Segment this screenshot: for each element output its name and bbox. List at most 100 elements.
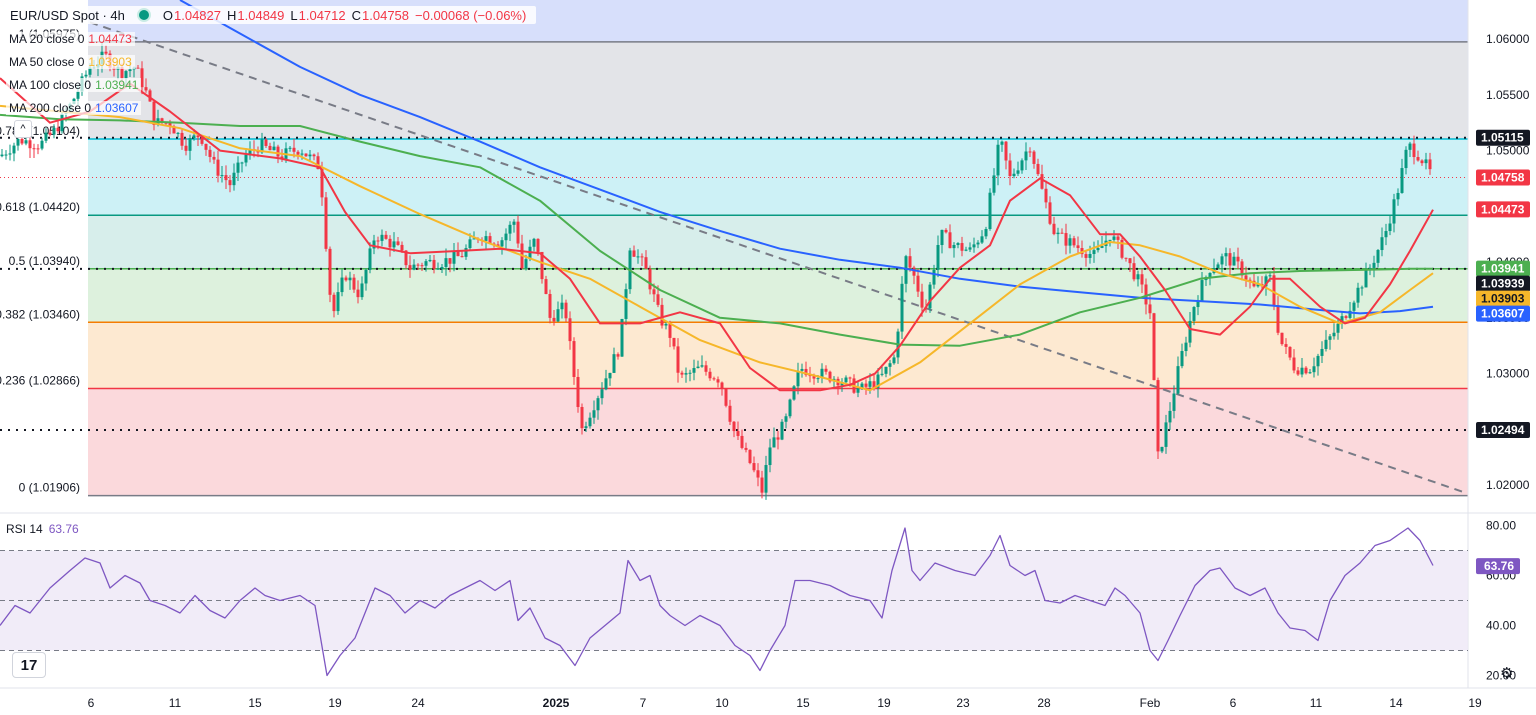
candle-body xyxy=(52,127,56,135)
price-label: 1.04758 xyxy=(1481,171,1525,185)
candle-body xyxy=(300,153,304,155)
rsi-legend[interactable]: RSI 14 63.76 xyxy=(6,522,79,536)
candle-body xyxy=(512,221,516,225)
candle-body xyxy=(268,145,272,151)
candle-body xyxy=(1356,287,1360,303)
ma100-value: 1.03941 xyxy=(95,78,139,92)
candle-body xyxy=(8,153,12,155)
price-tick-label: 1.02000 xyxy=(1486,478,1530,492)
open-label: O xyxy=(162,7,173,23)
time-tick-label: 19 xyxy=(1468,696,1482,710)
candle-body xyxy=(656,294,660,305)
candle-body xyxy=(404,250,408,266)
candle-body xyxy=(216,159,220,176)
price-label-bg xyxy=(1476,169,1530,186)
candle-body xyxy=(180,132,184,146)
candle-body xyxy=(1180,351,1184,367)
candle-body xyxy=(84,74,88,77)
candle-body xyxy=(416,264,420,266)
fib-label-0.382: 0.382 (1.03460) xyxy=(0,307,80,321)
candle-body xyxy=(948,232,952,249)
candle-body xyxy=(680,372,684,375)
time-tick-label: Feb xyxy=(1140,696,1161,710)
candle-body xyxy=(704,365,708,372)
candle-body xyxy=(260,139,264,153)
candle-body xyxy=(176,132,180,134)
candle-body xyxy=(768,447,772,466)
candle-body xyxy=(560,302,564,310)
candle-body xyxy=(1088,254,1092,258)
candle-body xyxy=(1108,239,1112,241)
candle-body xyxy=(556,309,560,322)
candle-body xyxy=(1036,163,1040,175)
candle-body xyxy=(688,372,692,374)
candle-body xyxy=(1224,253,1228,257)
ma50-legend[interactable]: MA 50 close 0 1.03903 xyxy=(6,55,135,69)
candle-body xyxy=(720,382,724,389)
candle-body xyxy=(824,368,828,372)
candle-body xyxy=(672,337,676,347)
candle-body xyxy=(884,366,888,374)
candle-body xyxy=(48,132,52,135)
candle-body xyxy=(224,175,228,181)
collapse-legend-icon[interactable]: ^ xyxy=(14,120,32,138)
candle-body xyxy=(204,143,208,150)
candle-body xyxy=(164,122,168,124)
candle-body xyxy=(312,154,316,157)
candle-body xyxy=(828,371,832,382)
candle-body xyxy=(816,378,820,380)
candle-body xyxy=(1368,267,1372,270)
candle-body xyxy=(692,368,696,373)
candle-body xyxy=(1024,151,1028,161)
candle-body xyxy=(236,162,240,173)
candle-body xyxy=(104,51,108,54)
candle-body xyxy=(364,269,368,284)
candle-body xyxy=(348,277,352,281)
candle-body xyxy=(1248,279,1252,281)
candle-body xyxy=(1268,275,1272,277)
candle-body xyxy=(1152,313,1156,381)
candle-body xyxy=(620,318,624,357)
candle-body xyxy=(668,323,672,338)
candle-body xyxy=(160,118,164,123)
candle-body xyxy=(1236,256,1240,262)
candle-body xyxy=(1000,141,1004,145)
candle-body xyxy=(876,374,880,388)
candle-body xyxy=(868,381,872,387)
gear-icon[interactable]: ⚙ xyxy=(1500,665,1514,682)
candle-body xyxy=(1200,280,1204,301)
candle-body xyxy=(12,145,16,154)
candle-body xyxy=(676,346,680,373)
candle-body xyxy=(892,357,896,364)
candle-body xyxy=(532,238,536,247)
candle-body xyxy=(184,145,188,151)
ma200-legend[interactable]: MA 200 close 0 1.03607 xyxy=(6,101,142,115)
candle-body xyxy=(1244,275,1248,280)
candle-body xyxy=(1160,446,1164,452)
tradingview-logo-icon[interactable]: 17 xyxy=(12,652,46,678)
candle-body xyxy=(1084,254,1088,258)
ma20-legend[interactable]: MA 20 close 0 1.04473 xyxy=(6,32,135,46)
candle-body xyxy=(340,277,344,293)
candle-body xyxy=(916,275,920,292)
candle-body xyxy=(652,289,656,295)
rsi-tick-label: 20.00 xyxy=(1486,669,1516,683)
market-status-icon xyxy=(136,8,151,22)
candle-body xyxy=(60,113,64,132)
candle-body xyxy=(992,175,996,193)
candle-body xyxy=(808,375,812,377)
candle-body xyxy=(240,162,244,164)
candle-body xyxy=(460,256,464,258)
candle-body xyxy=(632,250,636,257)
rsi-legend-value: 63.76 xyxy=(48,522,79,536)
candle-body xyxy=(848,377,852,379)
candle-body xyxy=(928,284,932,309)
candle-body xyxy=(568,318,572,342)
candle-body xyxy=(200,137,204,144)
candle-body xyxy=(964,249,968,251)
candle-body xyxy=(1300,367,1304,375)
candle-body xyxy=(636,256,640,258)
symbol-title[interactable]: EUR/USD Spot · 4h xyxy=(10,7,125,23)
ma100-legend[interactable]: MA 100 close 0 1.03941 xyxy=(6,78,142,92)
